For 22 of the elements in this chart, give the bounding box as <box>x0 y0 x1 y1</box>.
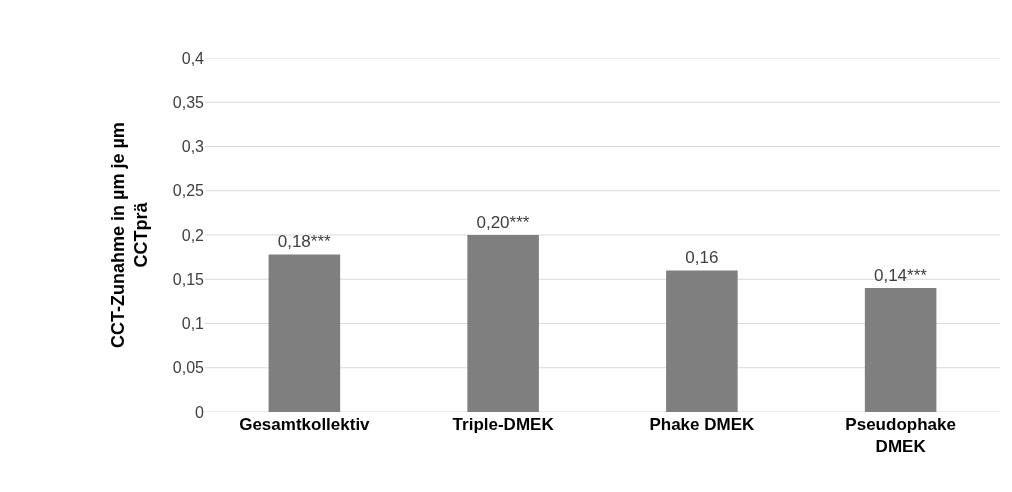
y-tick-label: 0,1 <box>181 315 205 333</box>
bar <box>268 254 341 412</box>
data-label: 0,18*** <box>277 232 332 252</box>
y-tick-label: 0,3 <box>181 138 205 156</box>
bar <box>666 270 738 412</box>
data-label: 0,14*** <box>873 266 928 286</box>
y-tick-label: 0,4 <box>181 49 205 67</box>
y-tick-label: 0,35 <box>172 93 205 111</box>
y-tick-label: 0 <box>195 403 205 421</box>
y-tick-label: 0,25 <box>172 182 205 200</box>
y-axis-title: CCT-Zunahme in µm je µm CCTprä <box>107 122 152 348</box>
x-tick-label: Gesamtkollektiv <box>239 415 371 434</box>
x-tick-label: Phake DMEK <box>649 415 756 434</box>
y-tick-label: 0,2 <box>181 226 205 244</box>
bar <box>864 288 937 412</box>
data-label: 0,16 <box>685 248 719 268</box>
x-tick-label: Triple-DMEK <box>452 415 555 434</box>
data-label: 0,20*** <box>476 213 530 232</box>
y-tick-label: 0,05 <box>172 359 205 377</box>
bar <box>467 235 539 412</box>
y-tick-label: 0,15 <box>172 270 205 288</box>
x-tick-label: Pseudophake DMEK <box>845 415 956 457</box>
